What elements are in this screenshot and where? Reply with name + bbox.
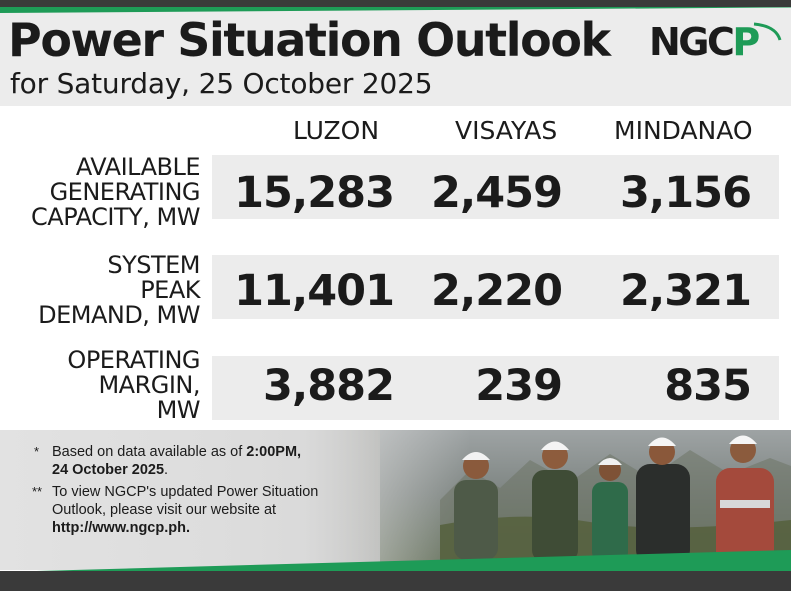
column-header-luzon: LUZON bbox=[293, 116, 380, 145]
worker-figure bbox=[716, 435, 774, 566]
website-link[interactable]: http://www.ngcp.ph. bbox=[52, 520, 190, 536]
ngcp-logo: NGCP bbox=[649, 20, 782, 64]
row-label-line: PEAK bbox=[140, 276, 200, 304]
footnote-marker: * bbox=[34, 444, 40, 459]
top-bar bbox=[0, 0, 791, 7]
worker-figure bbox=[532, 441, 578, 562]
footnote-data-time: * Based on data available as of 2:00PM, … bbox=[34, 443, 364, 479]
footnotes: * Based on data available as of 2:00PM, … bbox=[32, 443, 364, 541]
row-label-operating-margin: OPERATING MARGIN, MW bbox=[0, 348, 200, 423]
worker-figure bbox=[636, 437, 690, 564]
value-demand-mindanao: 2,321 bbox=[619, 266, 752, 316]
value-capacity-luzon: 15,283 bbox=[234, 168, 395, 218]
value-margin-visayas: 239 bbox=[475, 361, 563, 411]
value-capacity-visayas: 2,459 bbox=[430, 168, 563, 218]
footnote-text: Outlook, please visit our website at bbox=[52, 502, 277, 518]
top-accent-stripe bbox=[0, 7, 791, 13]
worker-figure bbox=[592, 458, 628, 562]
header: Power Situation Outlook for Saturday, 25… bbox=[0, 13, 791, 106]
value-demand-luzon: 11,401 bbox=[234, 266, 395, 316]
value-margin-luzon: 3,882 bbox=[262, 361, 395, 411]
row-label-peak-demand: SYSTEM PEAK DEMAND, MW bbox=[0, 253, 200, 328]
footnote-website: ** To view NGCP's updated Power Situatio… bbox=[32, 483, 364, 537]
photo-fade bbox=[0, 430, 470, 570]
linemen-photo bbox=[440, 435, 791, 570]
row-label-line: SYSTEM bbox=[107, 251, 200, 279]
row-label-line: MARGIN, bbox=[98, 371, 200, 399]
row-label-line: CAPACITY, MW bbox=[31, 203, 200, 231]
column-header-mindanao: MINDANAO bbox=[614, 116, 753, 145]
row-band-peak-demand bbox=[212, 255, 779, 319]
row-band-operating-margin bbox=[212, 356, 779, 420]
row-label-line: AVAILABLE bbox=[75, 153, 201, 181]
value-demand-visayas: 2,220 bbox=[430, 266, 563, 316]
footnote-period: . bbox=[164, 462, 169, 478]
footnote-marker: ** bbox=[32, 484, 43, 499]
footnote-text: To view NGCP's updated Power Situation bbox=[52, 484, 319, 500]
row-band-available-capacity bbox=[212, 155, 779, 219]
bottom-accent-stripe bbox=[0, 550, 791, 572]
row-label-line: GENERATING bbox=[49, 178, 201, 206]
ngcp-logo-text: NGCP bbox=[649, 20, 759, 64]
value-margin-mindanao: 835 bbox=[664, 361, 752, 411]
footnote-date: 24 October 2025 bbox=[52, 462, 165, 478]
row-label-line: OPERATING bbox=[67, 346, 200, 374]
footnote-text: Based on data available as of bbox=[52, 444, 247, 460]
footnote-time: 2:00PM, bbox=[246, 444, 302, 460]
page-subtitle: for Saturday, 25 October 2025 bbox=[10, 67, 433, 100]
row-label-line: MW bbox=[156, 396, 201, 424]
worker-figure bbox=[454, 452, 498, 560]
page-title: Power Situation Outlook bbox=[8, 13, 611, 67]
row-label-available-capacity: AVAILABLE GENERATING CAPACITY, MW bbox=[0, 155, 200, 230]
column-header-visayas: VISAYAS bbox=[455, 116, 558, 145]
row-label-line: DEMAND, MW bbox=[38, 301, 200, 329]
bottom-bar bbox=[0, 571, 791, 591]
value-capacity-mindanao: 3,156 bbox=[619, 168, 752, 218]
